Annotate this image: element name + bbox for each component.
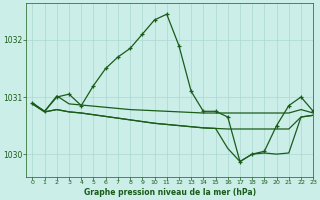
X-axis label: Graphe pression niveau de la mer (hPa): Graphe pression niveau de la mer (hPa) [84,188,256,197]
